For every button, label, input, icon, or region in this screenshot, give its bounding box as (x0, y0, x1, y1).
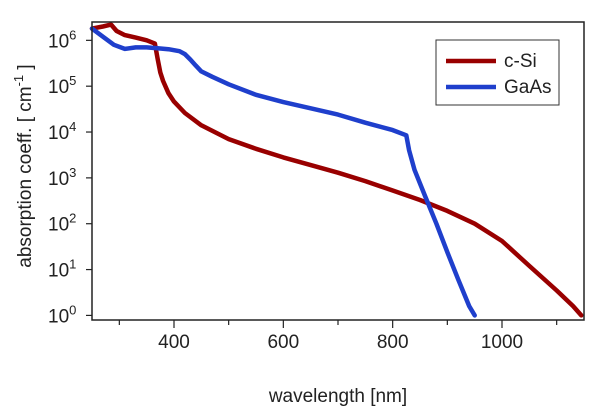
legend-label-c-si: c-Si (504, 51, 537, 72)
y-axis-ticks: 100 101 102 103 104 105 106 (48, 27, 92, 327)
legend: c-Si GaAs (435, 39, 560, 106)
series-line-gaas (89, 26, 477, 318)
y-tick-label: 101 (48, 257, 76, 282)
y-tick-label: 105 (48, 73, 76, 98)
legend-label-gaas: GaAs (504, 77, 552, 98)
x-axis-title: wavelength [nm] (268, 386, 407, 407)
y-axis-title-main: absorption coeff. [ cm (15, 86, 36, 267)
y-axis-title-close: ] (15, 64, 36, 75)
x-tick-label: 800 (377, 332, 409, 353)
y-axis-title: absorption coeff. [ cm-1 ] (11, 64, 36, 267)
x-tick-label: 400 (158, 332, 190, 353)
series-line-c-si (89, 22, 584, 318)
x-tick-label: 1000 (481, 332, 523, 353)
y-tick-label: 106 (48, 27, 76, 52)
y-tick-label: 104 (48, 119, 76, 144)
x-tick-label: 600 (267, 332, 299, 353)
y-tick-label: 100 (48, 302, 76, 327)
y-axis-title-exponent: -1 (11, 75, 26, 87)
x-axis-ticks: 400 600 800 1000 (118, 320, 558, 353)
legend-box (435, 39, 560, 106)
series-layer (89, 22, 584, 318)
y-tick-label: 103 (48, 165, 76, 190)
y-tick-label: 102 (48, 211, 76, 236)
